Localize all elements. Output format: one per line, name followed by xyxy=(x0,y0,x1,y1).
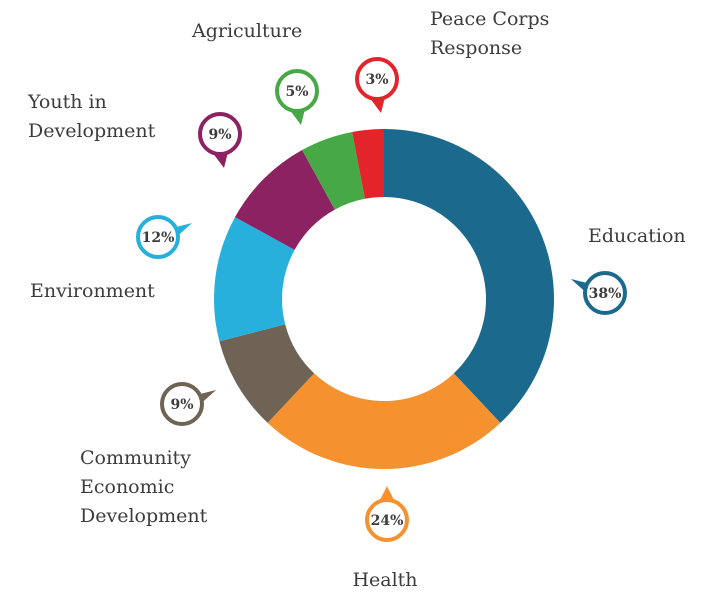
category-label-health: Health xyxy=(352,569,417,591)
bubble-pointer xyxy=(212,152,228,168)
bubble-peace-corps-response: 3% xyxy=(355,57,399,113)
bubble-community-economic-development: 9% xyxy=(160,382,216,426)
slice-peace-corps-response xyxy=(352,129,384,199)
percent-label: 24% xyxy=(371,513,404,529)
percent-label: 9% xyxy=(170,397,193,413)
bubble-ring xyxy=(365,498,409,542)
category-label-community-economic-development: Community Economic Development xyxy=(80,447,208,527)
bubble-ring xyxy=(198,112,242,156)
category-label-agriculture: Agriculture xyxy=(191,20,302,42)
bubble-ring xyxy=(275,69,319,113)
bubble-ring xyxy=(355,57,399,101)
percent-label: 12% xyxy=(142,230,175,246)
bubble-ring xyxy=(583,271,627,315)
slice-environment xyxy=(214,217,295,342)
category-label-environment: Environment xyxy=(30,280,155,302)
percent-label: 38% xyxy=(589,286,622,302)
bubble-youth-in-development: 9% xyxy=(198,112,242,168)
bubble-agriculture: 5% xyxy=(275,69,319,125)
bubble-ring xyxy=(160,382,204,426)
bubble-pointer xyxy=(379,486,395,502)
percent-bubbles: 38% 24% 9% 12% 9% 5% 3% xyxy=(136,57,627,542)
donut-slices xyxy=(214,129,554,469)
slice-health xyxy=(267,373,501,469)
bubble-pointer xyxy=(369,97,385,113)
bubble-education: 38% xyxy=(571,271,627,315)
slice-community-economic-development xyxy=(219,324,315,423)
category-label-youth-in-development: Youth in Development xyxy=(27,91,156,142)
category-label-education: Education xyxy=(588,225,686,247)
bubble-environment: 12% xyxy=(136,215,192,259)
bubble-health: 24% xyxy=(365,486,409,542)
bubble-pointer xyxy=(289,109,305,125)
slice-education xyxy=(384,129,554,423)
bubble-ring xyxy=(136,215,180,259)
percent-label: 3% xyxy=(365,72,388,88)
category-label-peace-corps-response: Peace Corps Response xyxy=(430,8,549,59)
percent-label: 5% xyxy=(285,84,308,100)
category-labels: Education Health Community Economic Developm… xyxy=(27,8,686,591)
slice-youth-in-development xyxy=(235,150,335,250)
percent-label: 9% xyxy=(208,127,231,143)
slice-agriculture xyxy=(302,132,365,210)
